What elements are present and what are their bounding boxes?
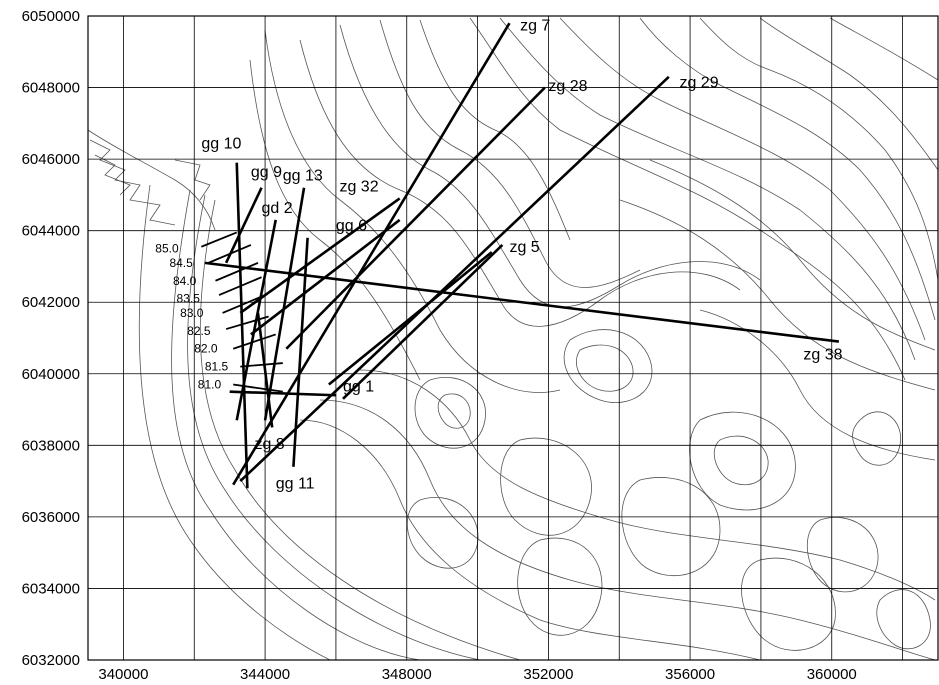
survey-profiles: zg 7 zg 28 zg 29 zg 32 gg 6 zg 5 zg 38 gg 10 gg …: [201, 17, 842, 492]
km-mark-line: [218, 276, 262, 296]
contour-lines: [87, 17, 939, 661]
x-tick-label: 356000: [665, 666, 715, 683]
y-tick-label: 6042000: [22, 294, 80, 311]
profile-label-zg7: zg 7: [520, 17, 550, 34]
profile-line-zg5b: [328, 251, 493, 386]
km-mark-line: [225, 315, 269, 330]
y-tick-label: 6036000: [22, 509, 80, 526]
profile-label-zg32: zg 32: [339, 178, 378, 195]
y-tick-label: 6048000: [22, 80, 80, 97]
km-mark-line: [240, 362, 283, 368]
y-tick-label: 6046000: [22, 151, 80, 168]
profile-label-gg11: gg 11: [276, 475, 315, 492]
profile-line-zg7: [232, 22, 511, 486]
profile-line-gg13: [263, 187, 306, 421]
x-tick-label: 340000: [98, 666, 148, 683]
profile-label-zg38: zg 38: [803, 346, 842, 363]
km-mark-label: 83.0: [180, 306, 204, 320]
km-mark-line: [232, 333, 276, 350]
km-mark-label: 83.5: [177, 292, 201, 306]
y-tick-label: 6034000: [22, 580, 80, 597]
km-mark-label: 84.5: [169, 256, 193, 270]
profile-label-gg10: gg 10: [201, 135, 241, 152]
y-tick-label: 6040000: [22, 366, 80, 383]
km-mark-line: [233, 383, 283, 393]
km-mark-line: [215, 262, 259, 282]
km-mark-label: 85.0: [155, 242, 179, 256]
profile-label-gg1: gg 1: [343, 379, 374, 396]
profile-label-zg5: zg 5: [509, 239, 539, 256]
profile-label-gd2: gd 2: [262, 200, 293, 217]
profile-line-zg32: [239, 197, 401, 315]
y-tick-label: 6044000: [22, 223, 80, 240]
y-tick-label: 6032000: [22, 652, 80, 669]
profile-line-gg9: [224, 187, 263, 264]
km-mark-line: [208, 244, 252, 264]
x-tick-label: 352000: [523, 666, 573, 683]
x-tick-label: 348000: [382, 666, 432, 683]
profile-line-gg10: [235, 162, 249, 489]
axis-tick-labels: 340000 344000 348000 352000 356000 360000 6050…: [22, 8, 857, 683]
km-mark-label: 82.0: [194, 342, 218, 356]
profile-label-zg28: zg 28: [548, 78, 587, 95]
y-tick-label: 6038000: [22, 437, 80, 454]
km-mark-label: 81.5: [205, 360, 229, 374]
profile-line-gg1: [229, 390, 336, 397]
x-tick-label: 360000: [807, 666, 857, 683]
profile-label-gg13: gg 13: [283, 168, 323, 185]
profile-line-zg38: [204, 261, 839, 343]
km-mark-label: 82.5: [187, 324, 211, 338]
profile-line-zg29: [239, 75, 670, 483]
profile-label-gg9: gg 9: [251, 164, 282, 181]
y-tick-label: 6050000: [22, 8, 80, 25]
x-tick-label: 344000: [240, 666, 290, 683]
profile-line-gg11: [292, 237, 309, 467]
profile-label-zg29: zg 29: [679, 75, 718, 92]
profile-line-zg8: [256, 312, 274, 428]
km-mark-line: [200, 231, 238, 248]
profile-line-zg28: [285, 86, 546, 350]
profile-line-zg5: [342, 244, 504, 400]
profile-label-gg6: gg 6: [336, 218, 367, 235]
km-mark-label: 84.0: [173, 274, 197, 288]
km-mark-label: 81.0: [198, 378, 222, 392]
profile-label-zg8: zg 8: [254, 436, 284, 453]
km-mark-line: [222, 294, 266, 314]
kilometre-markers: 85.084.5 84.0 83.583.0 82.5 82.0 81.5 81.0: [155, 231, 283, 393]
